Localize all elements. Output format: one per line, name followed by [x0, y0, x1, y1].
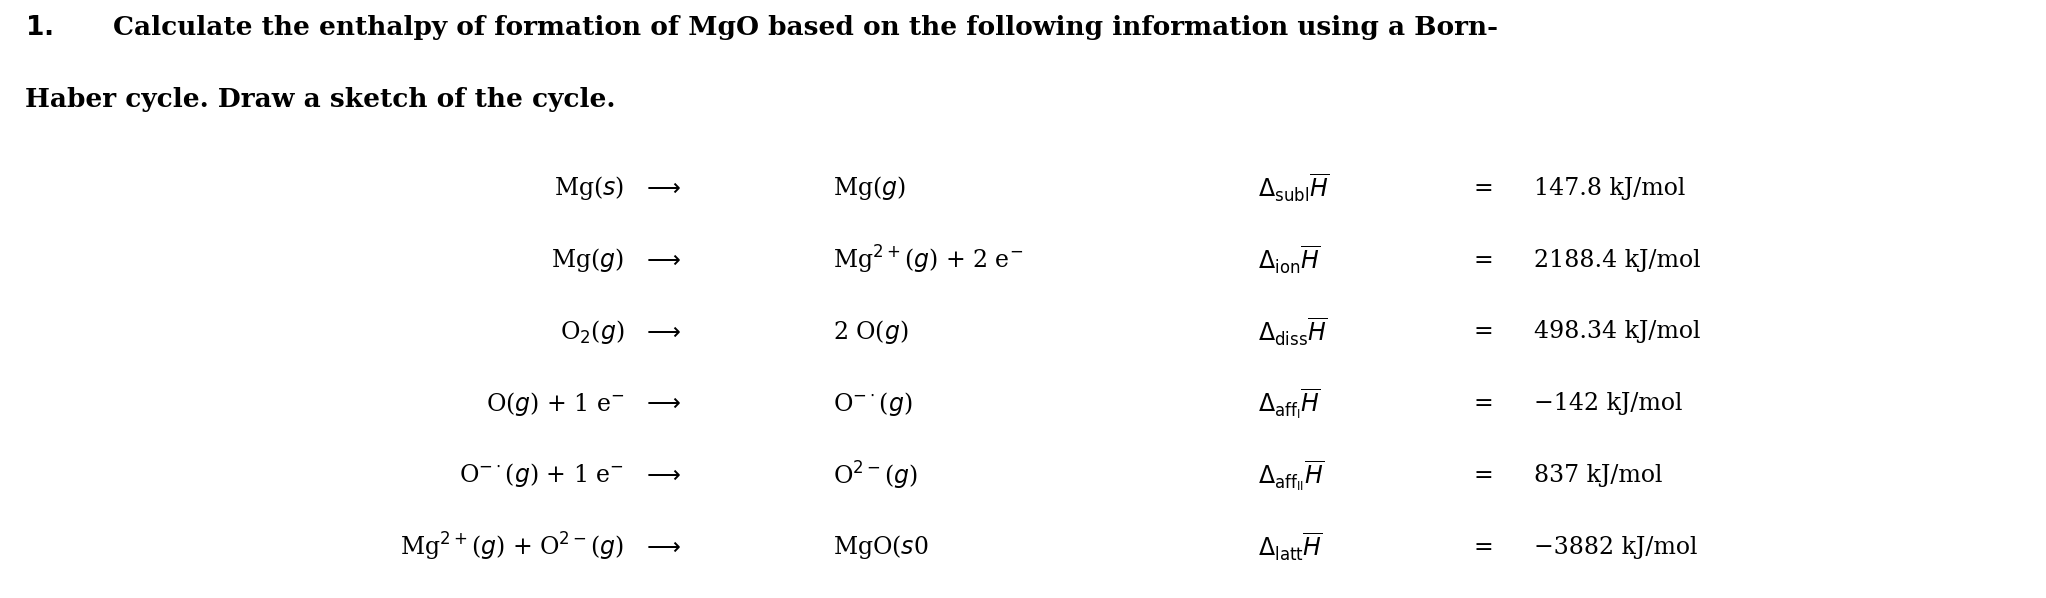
Text: Mg$^{2+}$($\mathit{g}$) + O$^{2-}$($\mathit{g}$): Mg$^{2+}$($\mathit{g}$) + O$^{2-}$($\mat…	[399, 531, 624, 563]
Text: 2 O($\mathit{g}$): 2 O($\mathit{g}$)	[833, 318, 908, 346]
Text: $\mathbf{1.}$: $\mathbf{1.}$	[25, 15, 53, 40]
Text: $\Delta_{\mathrm{latt}}\overline{H}$: $\Delta_{\mathrm{latt}}\overline{H}$	[1258, 531, 1324, 563]
Text: $\Delta_{\mathrm{aff_{II}}}\overline{H}$: $\Delta_{\mathrm{aff_{II}}}\overline{H}$	[1258, 458, 1324, 493]
Text: Mg($\mathit{g}$): Mg($\mathit{g}$)	[833, 175, 906, 202]
Text: O($\mathit{g}$) + 1 e$^{-}$: O($\mathit{g}$) + 1 e$^{-}$	[485, 390, 624, 417]
Text: $\Delta_{\mathrm{diss}}\overline{H}$: $\Delta_{\mathrm{diss}}\overline{H}$	[1258, 316, 1328, 348]
Text: =: =	[1473, 177, 1494, 200]
Text: Mg($\mathit{g}$): Mg($\mathit{g}$)	[550, 246, 624, 274]
Text: −3882 kJ/mol: −3882 kJ/mol	[1534, 536, 1698, 559]
Text: O$^{-\cdot}$($\mathit{g}$): O$^{-\cdot}$($\mathit{g}$)	[833, 390, 913, 417]
Text: $\longrightarrow$: $\longrightarrow$	[642, 321, 681, 343]
Text: −142 kJ/mol: −142 kJ/mol	[1534, 392, 1684, 415]
Text: 2188.4 kJ/mol: 2188.4 kJ/mol	[1534, 249, 1700, 271]
Text: 837 kJ/mol: 837 kJ/mol	[1534, 464, 1663, 487]
Text: $\Delta_{\mathrm{ion}}\overline{H}$: $\Delta_{\mathrm{ion}}\overline{H}$	[1258, 244, 1320, 276]
Text: $\Delta_{\mathrm{subl}}\overline{H}$: $\Delta_{\mathrm{subl}}\overline{H}$	[1258, 172, 1330, 205]
Text: O$^{-\cdot}$($\mathit{g}$) + 1 e$^{-}$: O$^{-\cdot}$($\mathit{g}$) + 1 e$^{-}$	[458, 462, 624, 489]
Text: O$^{2-}$($\mathit{g}$): O$^{2-}$($\mathit{g}$)	[833, 459, 917, 492]
Text: $\longrightarrow$: $\longrightarrow$	[642, 249, 681, 271]
Text: $\longrightarrow$: $\longrightarrow$	[642, 464, 681, 487]
Text: =: =	[1473, 321, 1494, 343]
Text: Mg$^{2+}$($\mathit{g}$) + 2 e$^{-}$: Mg$^{2+}$($\mathit{g}$) + 2 e$^{-}$	[833, 244, 1023, 276]
Text: $\longrightarrow$: $\longrightarrow$	[642, 392, 681, 415]
Text: O$_2$($\mathit{g}$): O$_2$($\mathit{g}$)	[561, 318, 624, 346]
Text: $\Delta_{\mathrm{aff_I}}\overline{H}$: $\Delta_{\mathrm{aff_I}}\overline{H}$	[1258, 386, 1322, 421]
Text: Mg($\mathit{s}$): Mg($\mathit{s}$)	[554, 175, 624, 202]
Text: =: =	[1473, 249, 1494, 271]
Text: 147.8 kJ/mol: 147.8 kJ/mol	[1534, 177, 1686, 200]
Text: 498.34 kJ/mol: 498.34 kJ/mol	[1534, 321, 1700, 343]
Text: =: =	[1473, 536, 1494, 559]
Text: Haber cycle. Draw a sketch of the cycle.: Haber cycle. Draw a sketch of the cycle.	[25, 87, 616, 112]
Text: MgO($\mathit{s}$0: MgO($\mathit{s}$0	[833, 533, 929, 561]
Text: =: =	[1473, 392, 1494, 415]
Text: $\longrightarrow$: $\longrightarrow$	[642, 536, 681, 559]
Text: Calculate the enthalpy of formation of MgO based on the following information us: Calculate the enthalpy of formation of M…	[113, 15, 1498, 40]
Text: =: =	[1473, 464, 1494, 487]
Text: $\longrightarrow$: $\longrightarrow$	[642, 177, 681, 200]
